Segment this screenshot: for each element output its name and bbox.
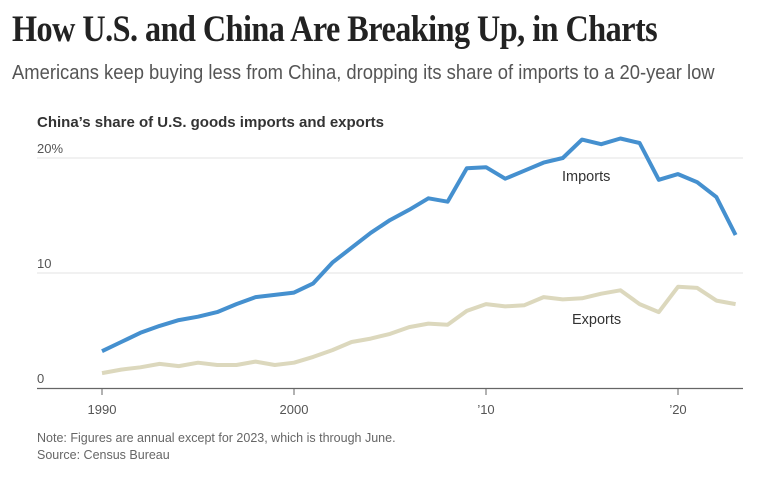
y-tick-label: 20% xyxy=(37,141,63,156)
imports-line xyxy=(101,136,738,354)
chart-title: China’s share of U.S. goods imports and … xyxy=(37,114,384,131)
x-tick-label: 1990 xyxy=(88,402,117,417)
series-lines xyxy=(101,136,738,376)
chart-source: Source: Census Bureau xyxy=(37,448,170,462)
x-axis: 1990 2000 ’10 ’20 xyxy=(37,387,743,417)
x-tick-label: ’20 xyxy=(669,402,686,417)
x-tick-label: ’10 xyxy=(477,402,494,417)
x-tick-label: 2000 xyxy=(280,402,309,417)
imports-series-label: Imports xyxy=(562,169,610,185)
subheadline: Americans keep buying less from China, d… xyxy=(12,62,715,84)
y-axis-labels: 0 10 20% xyxy=(37,141,63,386)
y-tick-label: 10 xyxy=(37,256,51,271)
y-tick-label: 0 xyxy=(37,371,44,386)
exports-line xyxy=(101,284,736,376)
headline: How U.S. and China Are Breaking Up, in C… xyxy=(12,9,658,50)
chart-note: Note: Figures are annual except for 2023… xyxy=(37,431,396,445)
gridlines xyxy=(37,157,743,274)
chart-footer: Note: Figures are annual except for 2023… xyxy=(37,430,396,464)
exports-series-label: Exports xyxy=(572,312,621,328)
